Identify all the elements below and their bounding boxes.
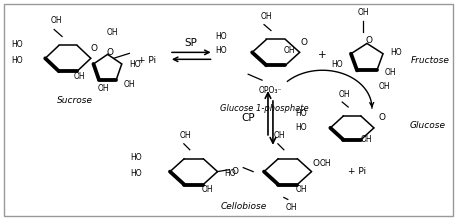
- Text: HO: HO: [130, 169, 142, 178]
- Text: HO: HO: [11, 40, 22, 49]
- Text: O: O: [106, 48, 113, 57]
- Text: +: +: [318, 50, 326, 60]
- Text: OH: OH: [260, 12, 271, 21]
- Text: OH: OH: [359, 135, 371, 144]
- Text: HO: HO: [130, 153, 142, 162]
- Text: OH: OH: [283, 46, 295, 55]
- Text: HO: HO: [294, 123, 306, 132]
- Text: OPO₃⁻: OPO₃⁻: [257, 86, 281, 95]
- Text: + Pi: + Pi: [347, 167, 365, 176]
- Text: O: O: [90, 44, 97, 53]
- Text: Sucrose: Sucrose: [57, 95, 93, 104]
- Text: O: O: [364, 36, 372, 45]
- Text: OH: OH: [123, 80, 135, 89]
- Text: O: O: [299, 38, 307, 47]
- Text: + Pi: + Pi: [138, 56, 156, 65]
- Text: OH: OH: [295, 185, 307, 194]
- Text: OH: OH: [106, 28, 118, 37]
- Text: HO: HO: [224, 169, 236, 178]
- Text: OH: OH: [202, 185, 213, 194]
- Text: OH: OH: [274, 131, 285, 140]
- Text: O: O: [311, 159, 318, 168]
- Text: HO: HO: [214, 46, 226, 55]
- Text: O: O: [377, 114, 385, 123]
- Text: OH: OH: [357, 8, 368, 17]
- Text: OH: OH: [378, 82, 390, 91]
- Text: HO: HO: [11, 56, 22, 65]
- Text: O: O: [231, 167, 238, 176]
- Text: Fructose: Fructose: [409, 56, 448, 65]
- Text: Cellobiose: Cellobiose: [221, 202, 267, 211]
- Text: OH: OH: [285, 203, 297, 212]
- Text: HO: HO: [129, 60, 141, 69]
- Text: HO: HO: [331, 60, 342, 69]
- Text: OH: OH: [179, 131, 191, 140]
- Text: OH: OH: [50, 16, 62, 25]
- Text: SP: SP: [184, 38, 197, 48]
- Text: Glucose: Glucose: [409, 121, 445, 130]
- Text: OH: OH: [319, 159, 330, 168]
- Text: HO: HO: [294, 110, 306, 119]
- Text: HO: HO: [214, 32, 226, 41]
- Text: OH: OH: [384, 68, 396, 77]
- Text: HO: HO: [390, 48, 402, 57]
- Text: OH: OH: [98, 84, 109, 93]
- Text: CP: CP: [241, 113, 254, 123]
- Text: OH: OH: [74, 72, 85, 81]
- Text: OH: OH: [338, 90, 349, 99]
- Text: Glucose 1-phosphate: Glucose 1-phosphate: [219, 104, 308, 112]
